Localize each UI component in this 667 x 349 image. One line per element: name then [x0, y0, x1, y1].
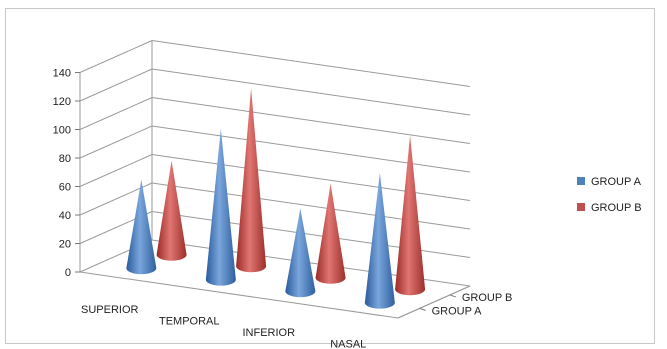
y-tick-label: 40: [59, 210, 71, 222]
legend: GROUP A GROUP B: [577, 176, 642, 214]
category-label: INFERIOR: [242, 327, 295, 339]
y-tick-label: 0: [65, 267, 71, 279]
y-tick-label: 120: [53, 96, 71, 108]
category-label: TEMPORAL: [159, 315, 220, 327]
gridline-back-wall: [151, 182, 471, 230]
depth-tick-mark: [449, 294, 456, 298]
legend-label: GROUP B: [591, 202, 642, 214]
cone-group-a-temporal: [205, 128, 236, 286]
cone-body: [156, 160, 187, 261]
cone-group-b-superior: [156, 160, 187, 261]
depth-tick-mark: [419, 307, 426, 311]
cone-group-a-superior: [126, 179, 157, 275]
cone-series: [126, 88, 426, 309]
cone-body: [236, 88, 267, 273]
depth-label: GROUP A: [432, 305, 483, 317]
legend-swatch: [577, 203, 585, 211]
cone-group-a-inferior: [285, 208, 316, 298]
cone-body: [315, 183, 346, 284]
depth-axis-line: [397, 285, 471, 319]
y-tick-label: 60: [59, 182, 71, 194]
cone-group-b-nasal: [395, 135, 426, 296]
category-labels: SUPERIOR TEMPORAL INFERIOR NASAL: [81, 304, 366, 349]
legend-label: GROUP A: [591, 176, 642, 188]
depth-label: GROUP B: [462, 292, 513, 304]
category-label: SUPERIOR: [81, 304, 139, 316]
gridline-left-wall: [79, 68, 153, 102]
y-tick-label: 80: [59, 153, 71, 165]
gridline-back-wall: [151, 97, 471, 144]
cone-group-b-temporal: [236, 88, 267, 273]
floor-front-edge: [79, 271, 399, 319]
y-tick-label: 100: [53, 125, 71, 137]
cone-body: [285, 208, 316, 298]
gridline-left-wall: [79, 154, 153, 187]
y-tick-label: 20: [59, 239, 71, 251]
y-tick-label: 140: [53, 68, 71, 80]
cone-body: [126, 179, 157, 275]
y-axis-ticks: 0 20 40 60 80 100 120 140: [53, 68, 80, 279]
chart-frame: [5, 8, 655, 344]
gridline-back-wall: [151, 68, 471, 116]
gridline-left-wall: [79, 97, 153, 130]
category-label: NASAL: [330, 338, 366, 349]
gridline-left-wall: [79, 125, 153, 159]
cone-body: [205, 128, 236, 286]
gridline-left-wall: [79, 40, 153, 73]
gridline-back-wall: [151, 211, 471, 258]
cone-group-b-inferior: [315, 183, 346, 284]
gridline-back-wall: [151, 125, 471, 173]
gridline-back-wall: [151, 40, 471, 87]
legend-swatch: [577, 177, 585, 185]
gridline-back-wall: [151, 154, 471, 201]
cone-body: [395, 135, 426, 296]
cone-group-a-nasal: [364, 172, 395, 309]
cone-body: [364, 172, 395, 309]
